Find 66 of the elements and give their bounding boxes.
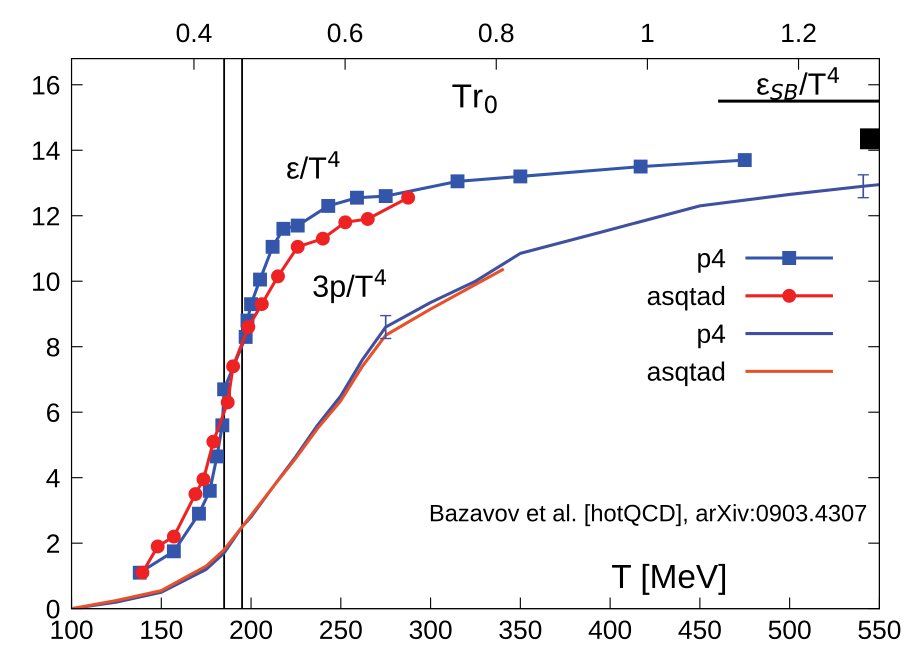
legend-label: p4 (698, 324, 726, 348)
x-tick-label: 500 (768, 620, 811, 640)
y-tick-label: 6 (47, 403, 60, 422)
point (166, 530, 181, 544)
x2-axis-title: Tr$_{0}$ (452, 84, 497, 114)
point (350, 190, 364, 205)
point (738, 153, 752, 168)
legend-label: p4 (698, 249, 726, 273)
y-tick-label: 10 (33, 272, 60, 292)
point (276, 222, 290, 236)
y-tick-label: 4 (46, 469, 60, 488)
x-tick-label: 350 (499, 620, 542, 640)
y-tick-label: 8 (46, 338, 60, 357)
x2-tick-label: 1 (642, 24, 654, 42)
point (290, 240, 305, 254)
point (378, 189, 393, 204)
point (450, 174, 464, 188)
x2-tick-label: 1.2 (782, 24, 816, 42)
point (290, 218, 305, 232)
point (188, 487, 202, 501)
point (220, 395, 235, 410)
point (321, 198, 336, 213)
point (266, 240, 280, 254)
point (226, 359, 240, 374)
point (634, 160, 648, 174)
annotation: Bazavov et al. [hotQCD], arXiv:0903.4307 (430, 504, 866, 526)
point (338, 215, 352, 230)
annotation: ε$_{SB}$/T$^{4}$ (757, 67, 839, 100)
point (192, 506, 206, 521)
point (210, 449, 224, 464)
x-tick-label: 200 (230, 620, 272, 640)
point (360, 212, 375, 226)
x-tick-label: 300 (410, 620, 452, 640)
x-tick-label: 150 (141, 620, 182, 640)
x-tick-label: 550 (858, 620, 900, 640)
point (401, 190, 416, 205)
point (513, 169, 528, 184)
annotation: ε/T$^{4}$ (287, 151, 340, 179)
point (202, 484, 217, 498)
point (316, 232, 330, 246)
x-tick-label: 100 (52, 620, 93, 640)
x-axis-title: T [MeV] (612, 564, 726, 595)
x2-tick-label: 0.8 (478, 24, 514, 42)
x-tick-label: 400 (588, 620, 632, 640)
y-tick-label: 2 (47, 534, 60, 553)
x-tick-label: 450 (678, 620, 721, 640)
point (253, 272, 267, 287)
point (271, 269, 285, 284)
y-tick-label: 14 (33, 142, 60, 160)
y-tick-label: 16 (33, 76, 60, 95)
point (206, 434, 220, 449)
legend-label: asqtad (648, 286, 724, 311)
y-tick-label: 12 (33, 206, 60, 226)
y-tick-label: 0 (46, 600, 60, 618)
point (254, 297, 269, 312)
point (860, 128, 880, 150)
point (150, 539, 165, 554)
x2-tick-label: 0.4 (176, 24, 212, 42)
point (241, 320, 256, 334)
point (135, 566, 150, 580)
point (196, 472, 210, 486)
x2-tick-label: 0.6 (328, 24, 362, 42)
point (166, 544, 181, 558)
x-tick-label: 250 (320, 620, 362, 640)
annotation: 3p/T$^{4}$ (313, 269, 386, 304)
legend-label: asqtad (648, 361, 724, 386)
